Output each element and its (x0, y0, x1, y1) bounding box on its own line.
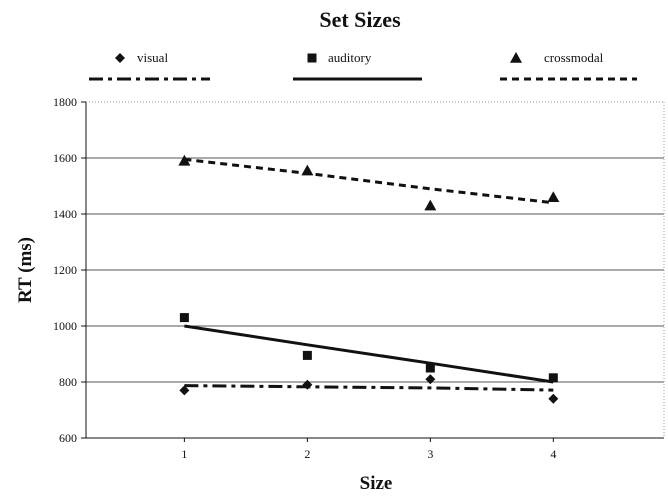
y-tick-label: 800 (59, 375, 77, 389)
chart-title: Set Sizes (319, 7, 401, 32)
y-axis-ticks: 600 800 1000 1200 1400 1600 1800 (53, 95, 86, 445)
point-crossmodal (178, 154, 191, 166)
legend-marker-crossmodal (510, 52, 522, 63)
x-tick-label: 4 (550, 447, 556, 461)
point-auditory (548, 373, 558, 383)
y-tick-label: 1600 (53, 151, 77, 165)
trend-line-crossmodal (184, 157, 554, 205)
legend-label-visual: visual (137, 50, 168, 65)
x-tick-label: 3 (427, 447, 433, 461)
legend-marker-auditory (307, 53, 317, 63)
point-visual (179, 385, 190, 396)
gridlines (86, 157, 664, 383)
point-visual (548, 393, 559, 404)
x-axis-label: Size (360, 473, 393, 494)
point-auditory (302, 350, 312, 360)
legend-label-crossmodal: crossmodal (544, 50, 604, 65)
x-axis-ticks: 1 2 3 4 (181, 438, 556, 461)
point-crossmodal (301, 164, 314, 176)
y-axis-label: RT (ms) (15, 237, 36, 303)
trend-line-visual (184, 384, 554, 392)
legend-marker-visual (115, 53, 125, 63)
point-auditory (179, 313, 189, 323)
point-visual (302, 379, 313, 390)
y-tick-label: 1800 (53, 95, 77, 109)
point-visual (425, 374, 436, 385)
y-tick-label: 600 (59, 431, 77, 445)
legend: visual auditory crossmodal (89, 50, 637, 81)
legend-label-auditory: auditory (328, 50, 372, 65)
y-tick-label: 1400 (53, 207, 77, 221)
point-auditory (425, 363, 435, 373)
x-tick-label: 2 (304, 447, 310, 461)
y-tick-label: 1000 (53, 319, 77, 333)
point-crossmodal (424, 199, 437, 211)
trend-line-auditory (184, 324, 554, 384)
x-tick-label: 1 (181, 447, 187, 461)
trend-lines (184, 157, 554, 392)
data-points (178, 154, 560, 404)
y-tick-label: 1200 (53, 263, 77, 277)
point-crossmodal (547, 191, 560, 202)
